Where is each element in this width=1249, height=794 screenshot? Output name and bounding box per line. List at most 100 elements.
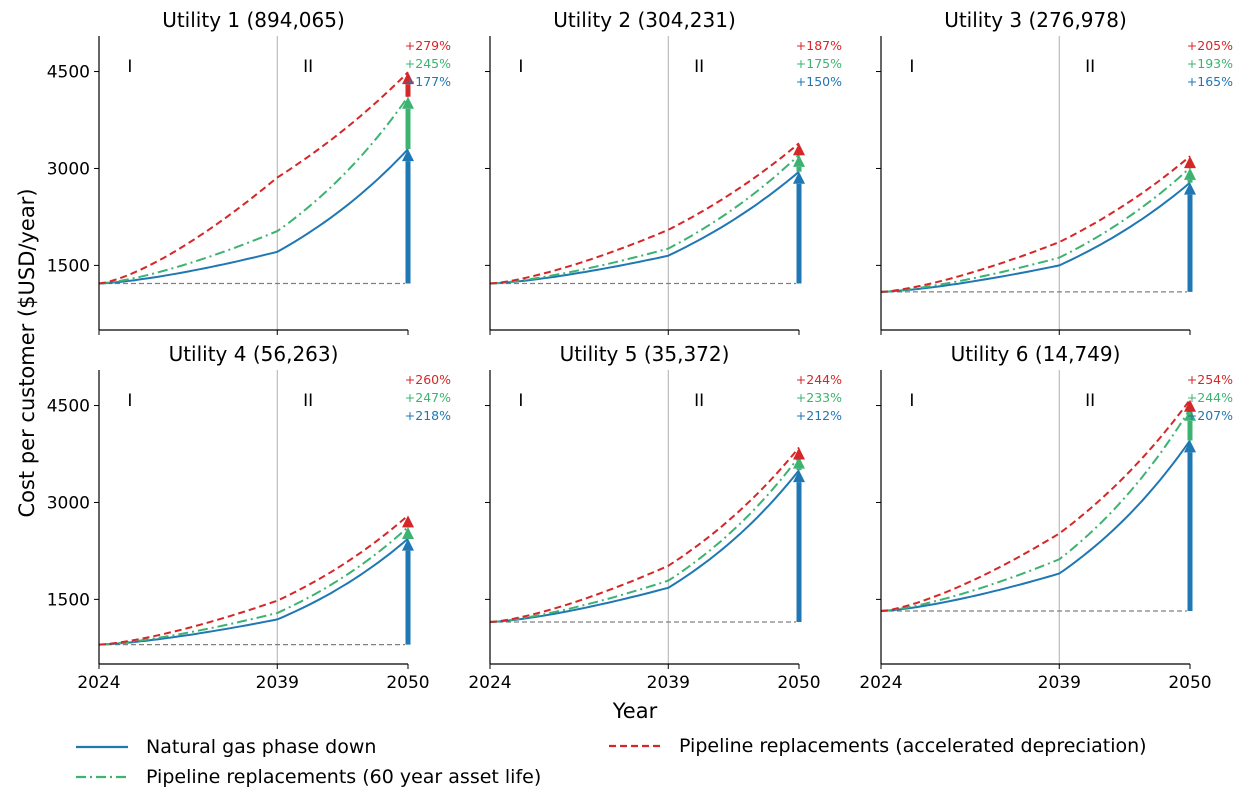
panel-title: Utility 5 (35,372) xyxy=(560,342,730,366)
series-line-phase_down xyxy=(880,181,1191,293)
series-line-accelerated xyxy=(489,446,800,623)
series-line-phase_down xyxy=(98,148,409,285)
pct-label-sixty_year: +244% xyxy=(1187,390,1233,405)
increase-arrow-head-phase_down xyxy=(1184,440,1196,453)
increase-arrow-head-sixty_year xyxy=(402,96,414,109)
panel-title: Utility 2 (304,231) xyxy=(553,8,736,32)
panel-utility-4: 1500 3000 4500 2024 2039 2050 Utility 4 (56,26… xyxy=(47,342,451,693)
y-axis-title: Cost per customer ($USD/year) xyxy=(15,188,39,517)
x-tick-label: 2050 xyxy=(386,673,429,693)
increase-arrow-head-accelerated xyxy=(402,515,414,528)
region-label-I: I xyxy=(518,391,523,411)
panel-title: Utility 6 (14,749) xyxy=(951,342,1121,366)
increase-arrow-head-sixty_year xyxy=(793,456,805,469)
series-line-accelerated xyxy=(880,155,1191,293)
increase-arrow-head-phase_down xyxy=(793,470,805,483)
y-tick-label: 4500 xyxy=(47,397,90,417)
x-axis-title: Year xyxy=(612,699,658,723)
y-tick-label: 1500 xyxy=(47,256,90,276)
pct-label-sixty_year: +247% xyxy=(405,390,451,405)
panel-title: Utility 4 (56,263) xyxy=(169,342,339,366)
region-label-II: II xyxy=(303,57,313,77)
increase-arrow-head-accelerated xyxy=(402,72,414,85)
series-line-phase_down xyxy=(489,170,800,285)
series-line-sixty_year xyxy=(489,154,800,285)
increase-arrow-head-sixty_year xyxy=(793,154,805,167)
region-label-II: II xyxy=(1085,57,1095,77)
legend-label-phase_down: Natural gas phase down xyxy=(146,736,376,758)
pct-label-accelerated: +205% xyxy=(1187,38,1233,53)
y-tick-label: 3000 xyxy=(47,493,90,513)
series-line-sixty_year xyxy=(98,96,409,285)
increase-arrow-head-accelerated xyxy=(793,447,805,460)
x-tick-label: 2024 xyxy=(468,673,511,693)
x-tick-label: 2024 xyxy=(859,673,902,693)
increase-arrow-head-accelerated xyxy=(1184,399,1196,412)
pct-label-sixty_year: +193% xyxy=(1187,56,1233,71)
series-line-sixty_year xyxy=(880,167,1191,293)
increase-arrow-head-accelerated xyxy=(793,143,805,156)
series-line-sixty_year xyxy=(98,526,409,646)
pct-label-phase_down: +212% xyxy=(796,408,842,423)
increase-arrow-head-sixty_year xyxy=(1184,408,1196,421)
pct-label-accelerated: +244% xyxy=(796,372,842,387)
increase-arrow-head-sixty_year xyxy=(1184,167,1196,180)
y-tick-label: 1500 xyxy=(47,590,90,610)
region-label-II: II xyxy=(303,391,313,411)
increase-arrow-head-sixty_year xyxy=(402,527,414,540)
y-tick-label: 3000 xyxy=(47,159,90,179)
panel-utility-3: Utility 3 (276,978)I II+205%+193%+165% xyxy=(876,8,1233,335)
series-line-accelerated xyxy=(98,514,409,646)
panel-title: Utility 1 (894,065) xyxy=(162,8,345,32)
pct-label-phase_down: +207% xyxy=(1187,408,1233,423)
series-line-accelerated xyxy=(98,71,409,285)
series-line-accelerated xyxy=(489,142,800,285)
increase-arrow-head-phase_down xyxy=(1184,182,1196,195)
series-line-sixty_year xyxy=(489,455,800,623)
legend-label-sixty_year: Pipeline replacements (60 year asset lif… xyxy=(146,766,541,788)
series-line-phase_down xyxy=(98,537,409,646)
series-line-phase_down xyxy=(880,439,1191,612)
pct-label-accelerated: +260% xyxy=(405,372,451,387)
region-label-II: II xyxy=(1085,391,1095,411)
pct-label-phase_down: +150% xyxy=(796,74,842,89)
region-label-I: I xyxy=(909,391,914,411)
pct-label-accelerated: +254% xyxy=(1187,372,1233,387)
region-label-I: I xyxy=(127,57,132,77)
pct-label-accelerated: +187% xyxy=(796,38,842,53)
panel-utility-2: Utility 2 (304,231)I II+187%+175%+150% xyxy=(485,8,842,335)
series-line-sixty_year xyxy=(880,408,1191,612)
region-label-I: I xyxy=(518,57,523,77)
increase-arrow-head-phase_down xyxy=(793,171,805,184)
pct-label-phase_down: +177% xyxy=(405,74,451,89)
pct-label-sixty_year: +233% xyxy=(796,390,842,405)
series-line-accelerated xyxy=(880,399,1191,612)
region-label-II: II xyxy=(694,391,704,411)
x-tick-label: 2039 xyxy=(256,673,299,693)
pct-label-sixty_year: +245% xyxy=(405,56,451,71)
x-tick-label: 2039 xyxy=(1038,673,1081,693)
increase-arrow-head-phase_down xyxy=(402,538,414,551)
increase-arrow-head-phase_down xyxy=(402,149,414,162)
region-label-I: I xyxy=(127,391,132,411)
increase-arrow-head-accelerated xyxy=(1184,156,1196,169)
x-tick-label: 2050 xyxy=(1168,673,1211,693)
pct-label-sixty_year: +175% xyxy=(796,56,842,71)
region-label-I: I xyxy=(909,57,914,77)
region-label-II: II xyxy=(694,57,704,77)
x-tick-label: 2050 xyxy=(777,673,820,693)
legend: Natural gas phase down Pipeline replaceme… xyxy=(76,735,1147,788)
pct-label-accelerated: +279% xyxy=(405,38,451,53)
y-tick-label: 4500 xyxy=(47,63,90,83)
series-line-phase_down xyxy=(489,469,800,623)
x-tick-label: 2024 xyxy=(77,673,120,693)
x-tick-label: 2039 xyxy=(647,673,690,693)
pct-label-phase_down: +165% xyxy=(1187,74,1233,89)
legend-label-accelerated: Pipeline replacements (accelerated depre… xyxy=(679,735,1147,757)
pct-label-phase_down: +218% xyxy=(405,408,451,423)
